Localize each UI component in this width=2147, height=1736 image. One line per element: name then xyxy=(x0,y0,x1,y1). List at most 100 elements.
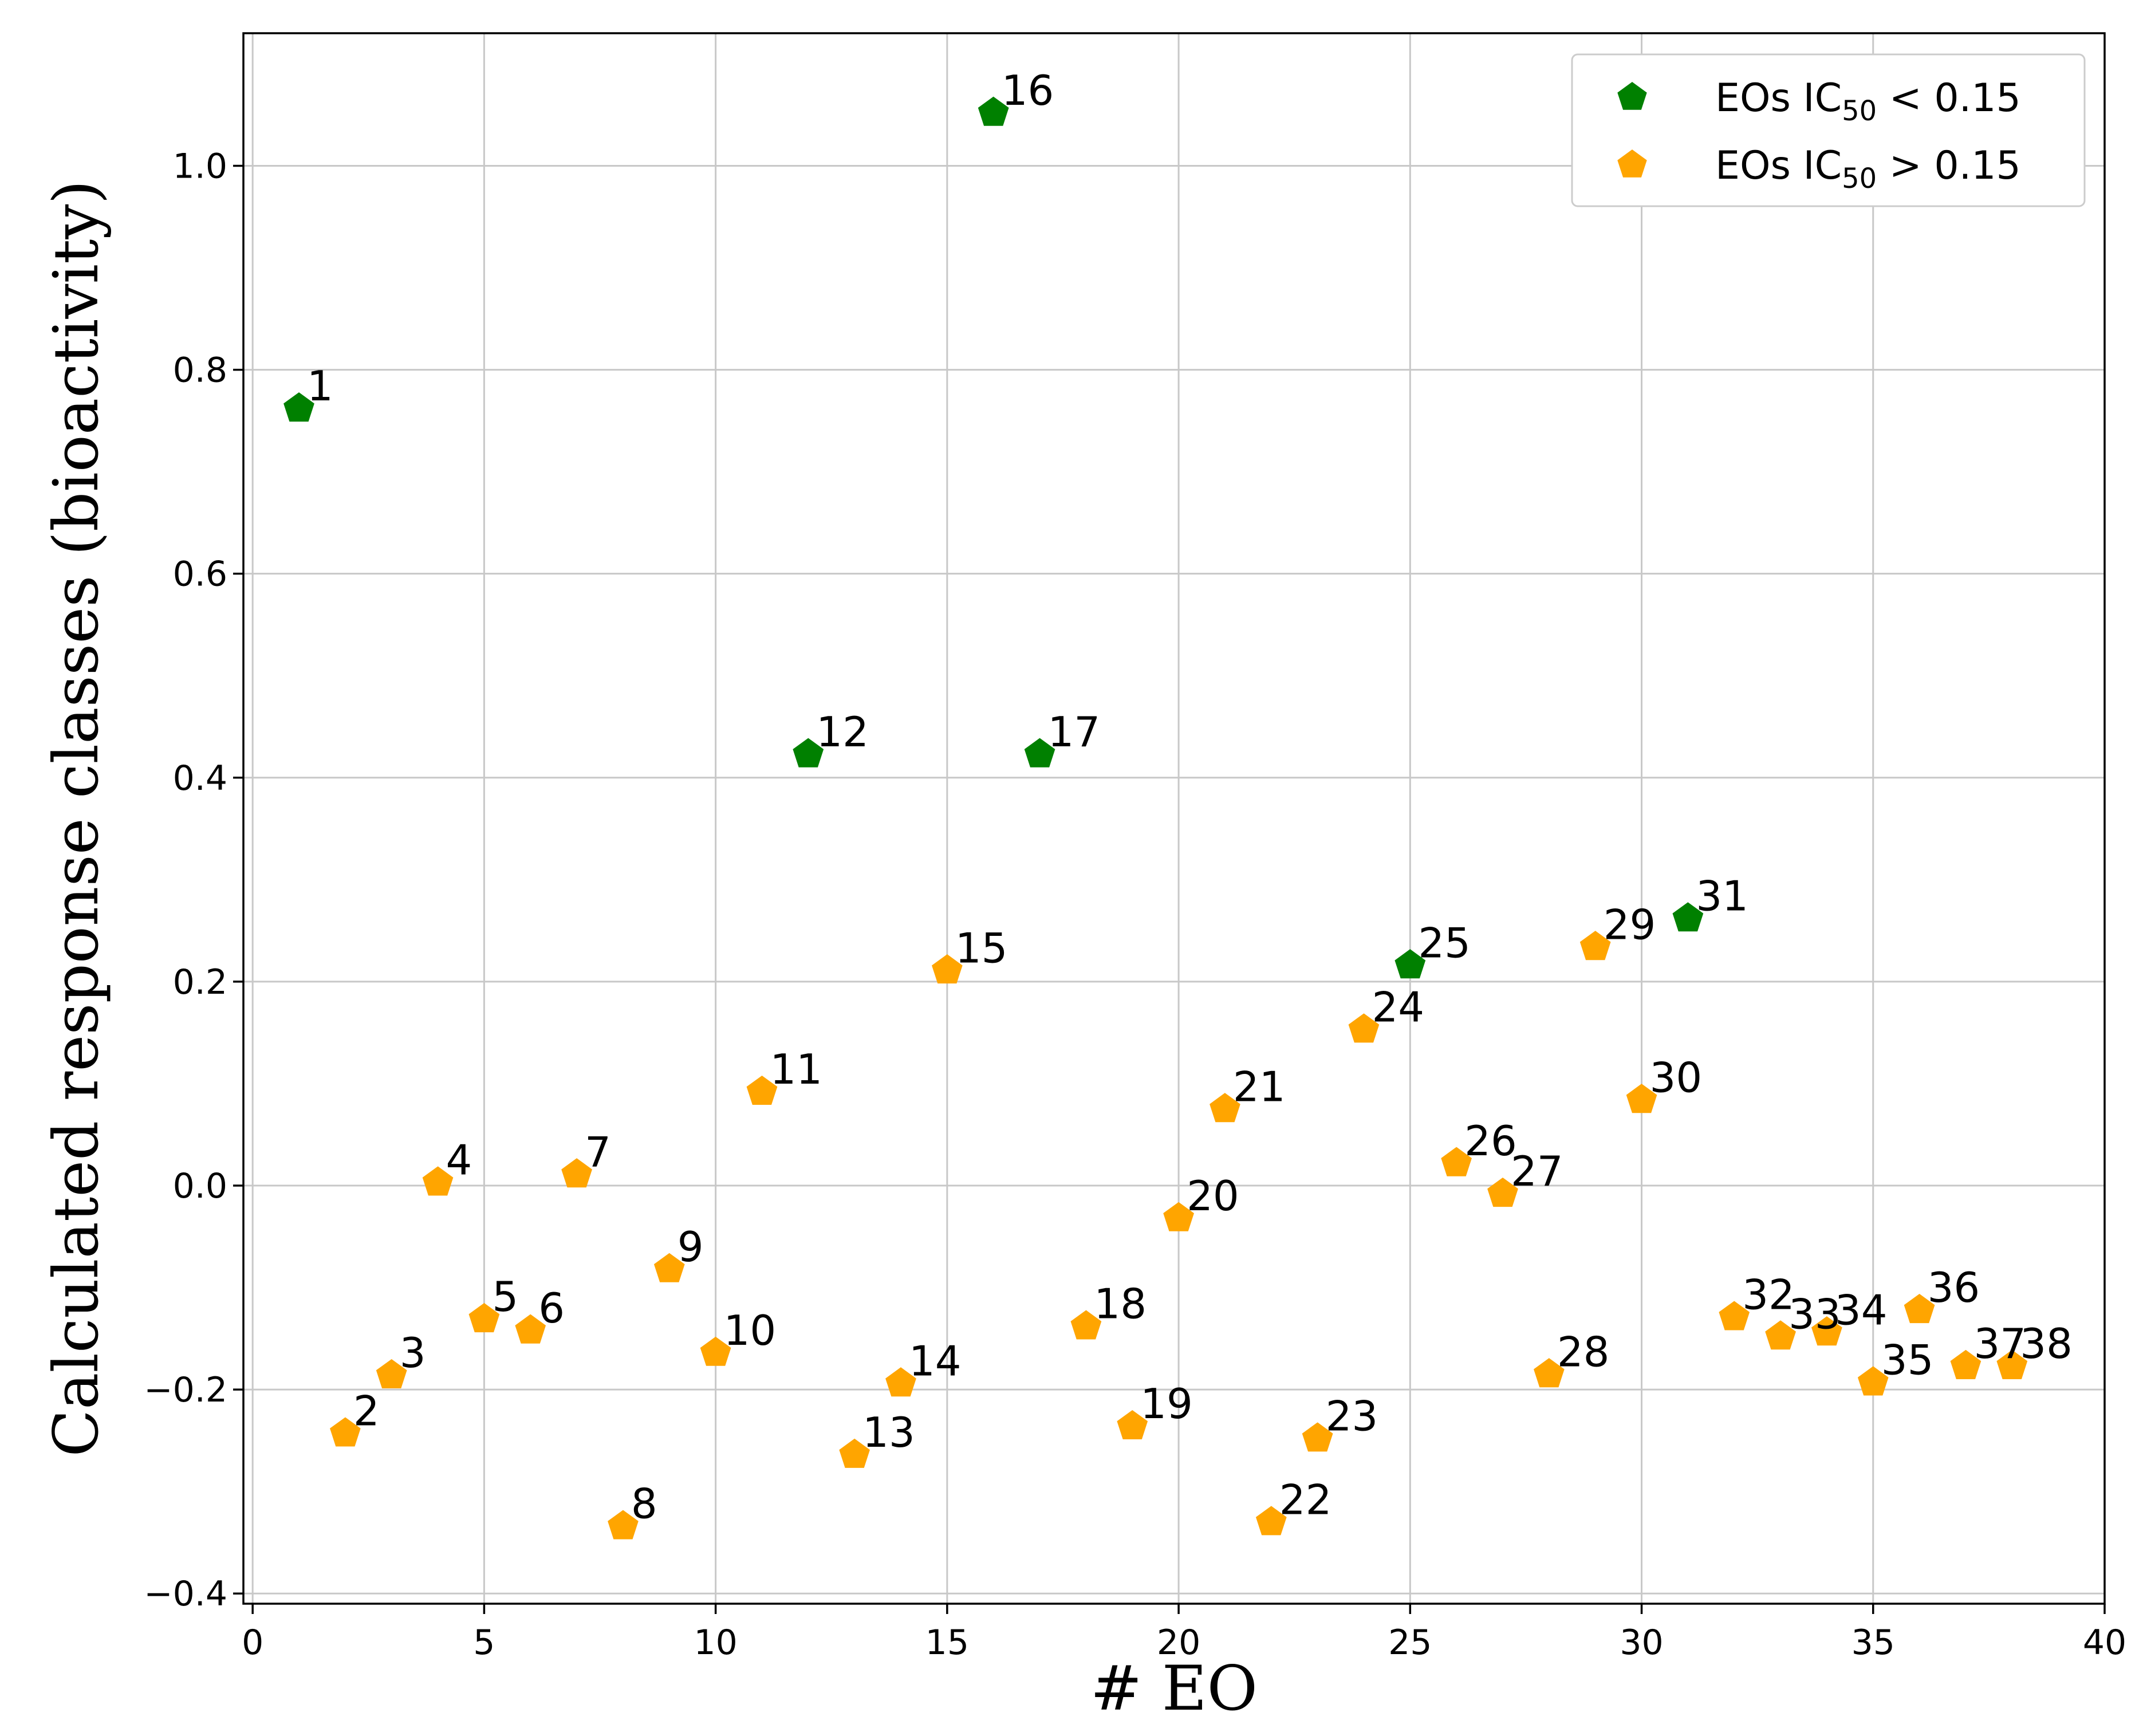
data-point-18 xyxy=(1070,1310,1102,1340)
point-label-28: 28 xyxy=(1557,1328,1610,1376)
x-tick-label: 30 xyxy=(1620,1623,1663,1663)
point-label-34: 34 xyxy=(1835,1286,1888,1334)
point-label-9: 9 xyxy=(677,1223,704,1271)
y-tick-label: −0.4 xyxy=(144,1574,227,1614)
legend-entry-subscript: 50 xyxy=(1842,95,1877,127)
point-label-15: 15 xyxy=(955,924,1008,972)
point-label-13: 13 xyxy=(862,1408,915,1456)
data-point-29 xyxy=(1579,931,1611,960)
y-tick-label: 0.8 xyxy=(173,351,227,391)
axis-ticks: 0 5 10 15 20 25 30 35 40−0.4−0.20.00.20.40.60.81… xyxy=(144,146,2126,1663)
legend-box xyxy=(1571,53,2086,207)
data-point-11 xyxy=(746,1075,778,1105)
data-point-20 xyxy=(1163,1202,1194,1231)
data-point-38 xyxy=(1996,1349,2028,1379)
point-label-11: 11 xyxy=(770,1045,822,1093)
point-label-24: 24 xyxy=(1372,983,1424,1032)
legend-marker-orange xyxy=(1617,149,1647,178)
x-tick-label: 35 xyxy=(1851,1623,1895,1663)
point-label-36: 36 xyxy=(1928,1263,1980,1312)
point-label-21: 21 xyxy=(1233,1062,1286,1111)
point-label-2: 2 xyxy=(353,1387,380,1435)
data-point-6 xyxy=(515,1314,546,1344)
y-tick-label: −0.2 xyxy=(144,1370,227,1410)
grid-lines xyxy=(243,33,2106,1604)
legend-entry-ic50-below: EOs IC50 < 0.15 xyxy=(1715,76,2021,127)
data-point-24 xyxy=(1348,1013,1380,1043)
point-label-38: 38 xyxy=(2020,1320,2073,1368)
legend-entry-tail: > 0.15 xyxy=(1877,143,2021,188)
data-point-1 xyxy=(283,392,314,422)
data-point-4 xyxy=(422,1166,454,1196)
x-tick-label: 20 xyxy=(1157,1623,1200,1663)
legend-entry-main: EOs IC xyxy=(1715,76,1842,121)
x-axis-label: # EO xyxy=(1090,1653,1258,1725)
point-label-23: 23 xyxy=(1326,1392,1378,1440)
x-tick-label: 0 xyxy=(242,1623,263,1663)
x-tick-label: 25 xyxy=(1388,1623,1432,1663)
data-point-33 xyxy=(1765,1320,1796,1350)
data-point-37 xyxy=(1950,1349,1981,1379)
data-point-27 xyxy=(1487,1177,1518,1207)
data-point-10 xyxy=(700,1336,731,1366)
point-label-18: 18 xyxy=(1094,1280,1147,1328)
point-label-26: 26 xyxy=(1464,1117,1517,1165)
data-point-28 xyxy=(1534,1358,1565,1388)
data-point-9 xyxy=(653,1253,685,1282)
data-points xyxy=(283,96,2028,1540)
data-point-12 xyxy=(793,738,824,767)
point-label-20: 20 xyxy=(1187,1172,1239,1220)
data-point-16 xyxy=(978,96,1009,126)
data-point-23 xyxy=(1302,1422,1333,1452)
point-label-16: 16 xyxy=(1002,66,1054,115)
point-label-5: 5 xyxy=(492,1273,518,1321)
x-tick-label: 10 xyxy=(694,1623,737,1663)
point-label-4: 4 xyxy=(446,1136,472,1184)
plot-area-frame xyxy=(242,32,2106,1605)
legend-entry-tail: < 0.15 xyxy=(1877,76,2021,121)
point-label-7: 7 xyxy=(585,1128,611,1176)
y-tick-label: 0.6 xyxy=(173,554,227,595)
data-point-17 xyxy=(1024,738,1055,767)
data-point-2 xyxy=(330,1417,361,1447)
point-label-1: 1 xyxy=(307,362,333,410)
data-point-19 xyxy=(1117,1410,1148,1439)
x-tick-label: 40 xyxy=(2083,1623,2126,1663)
legend-entry-subscript: 50 xyxy=(1842,163,1877,195)
point-label-25: 25 xyxy=(1418,919,1471,967)
data-point-14 xyxy=(885,1367,916,1397)
y-tick-label: 0.4 xyxy=(173,758,227,798)
point-label-27: 27 xyxy=(1511,1147,1563,1195)
data-point-26 xyxy=(1441,1147,1472,1176)
point-label-6: 6 xyxy=(538,1284,565,1332)
point-label-12: 12 xyxy=(816,708,869,756)
data-point-15 xyxy=(932,954,963,984)
point-label-31: 31 xyxy=(1696,872,1748,920)
point-label-10: 10 xyxy=(724,1306,777,1355)
x-tick-label: 15 xyxy=(925,1623,969,1663)
data-point-5 xyxy=(468,1302,500,1333)
data-point-35 xyxy=(1857,1366,1889,1396)
data-point-30 xyxy=(1626,1084,1657,1113)
y-tick-label: 0.0 xyxy=(173,1166,227,1206)
point-label-14: 14 xyxy=(909,1337,962,1385)
data-point-31 xyxy=(1672,902,1704,932)
point-label-19: 19 xyxy=(1140,1380,1193,1428)
point-label-35: 35 xyxy=(1881,1336,1934,1384)
data-point-34 xyxy=(1811,1316,1842,1346)
point-label-17: 17 xyxy=(1048,708,1101,756)
point-label-29: 29 xyxy=(1604,900,1656,948)
point-label-3: 3 xyxy=(400,1329,426,1377)
legend-entry-ic50-above: EOs IC50 > 0.15 xyxy=(1715,143,2021,195)
legend-entry-main: EOs IC xyxy=(1715,143,1842,188)
point-label-33: 33 xyxy=(1788,1290,1841,1339)
data-point-8 xyxy=(608,1510,639,1540)
data-point-25 xyxy=(1394,949,1426,979)
x-tick-label: 5 xyxy=(473,1623,495,1663)
point-label-8: 8 xyxy=(631,1480,657,1528)
data-point-36 xyxy=(1904,1293,1935,1324)
data-point-13 xyxy=(839,1438,870,1468)
data-point-3 xyxy=(376,1359,407,1388)
